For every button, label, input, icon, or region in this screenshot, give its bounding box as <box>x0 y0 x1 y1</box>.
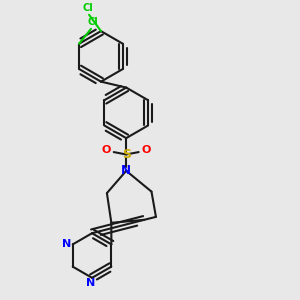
Text: S: S <box>122 148 131 161</box>
Text: N: N <box>121 164 131 177</box>
Text: O: O <box>102 145 111 155</box>
Text: N: N <box>62 239 71 249</box>
Text: O: O <box>141 145 151 155</box>
Text: N: N <box>86 278 95 288</box>
Text: Cl: Cl <box>82 3 93 13</box>
Text: Cl: Cl <box>87 17 98 27</box>
